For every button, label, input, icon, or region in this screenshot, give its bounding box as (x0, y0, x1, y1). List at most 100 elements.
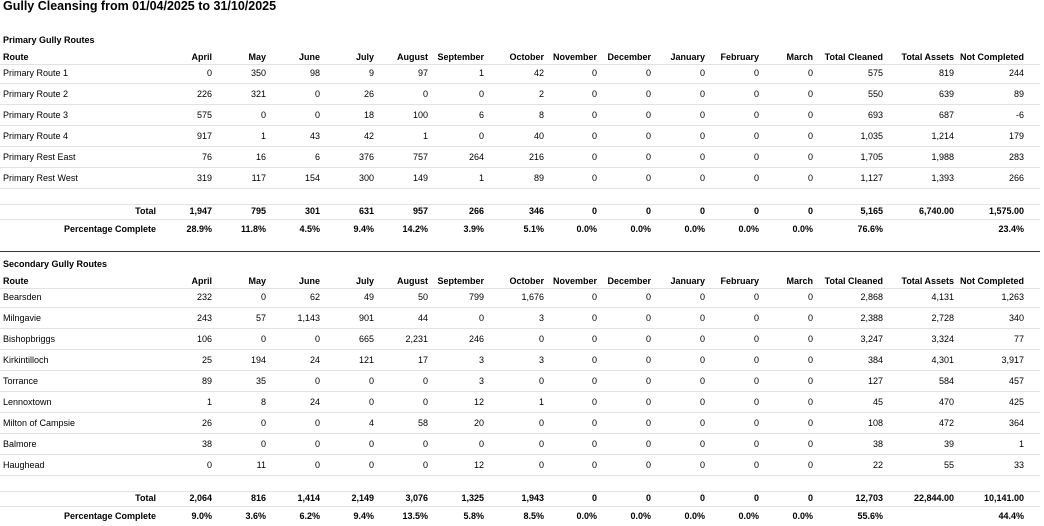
cell: 97 (417, 68, 428, 78)
total-cell: 1,947 (189, 206, 212, 216)
cell: 0 (753, 460, 759, 470)
cell: 0 (538, 334, 544, 344)
cell: 24 (309, 355, 320, 365)
cell: 0 (314, 89, 320, 99)
cell: 0 (699, 110, 705, 120)
total-cell: 0 (807, 493, 813, 503)
cell: 264 (468, 152, 484, 162)
cell: 0 (645, 439, 651, 449)
row-rule (0, 167, 1040, 168)
total-cell: 1,943 (521, 493, 544, 503)
percentage-cell: 5.8% (463, 511, 484, 521)
percentage-cell: 3.6% (245, 511, 266, 521)
cell: 0 (422, 376, 428, 386)
cell: 0 (807, 68, 813, 78)
route-name: Milngavie (3, 313, 42, 323)
cell: 0 (645, 173, 651, 183)
total-cell: 266 (468, 206, 484, 216)
cell: 0 (591, 397, 597, 407)
cell: 384 (867, 355, 883, 365)
total-cell: 346 (528, 206, 544, 216)
row-rule (0, 188, 1040, 189)
cell: 26 (201, 418, 212, 428)
cell: 0 (422, 89, 428, 99)
total-cell: 301 (304, 206, 320, 216)
cell: 6 (314, 152, 320, 162)
cell: 100 (412, 110, 428, 120)
total-cell: 0 (645, 206, 651, 216)
cell: 0 (314, 110, 320, 120)
cell: 1,214 (931, 131, 954, 141)
cell: 0 (260, 334, 266, 344)
cell: 0 (807, 89, 813, 99)
route-name: Haughead (3, 460, 45, 470)
cell: 0 (645, 397, 651, 407)
cell: 50 (417, 292, 428, 302)
column-header: May (248, 52, 266, 62)
cell: 89 (1013, 89, 1024, 99)
cell: 55 (943, 460, 954, 470)
row-rule (0, 491, 1040, 492)
cell: 18 (363, 110, 374, 120)
cell: 0 (807, 292, 813, 302)
cell: 0 (807, 376, 813, 386)
cell: 0 (591, 313, 597, 323)
cell: 0 (478, 89, 484, 99)
cell: 0 (753, 131, 759, 141)
row-rule (0, 370, 1040, 371)
cell: 321 (250, 89, 266, 99)
cell: 0 (645, 110, 651, 120)
cell: 26 (363, 89, 374, 99)
column-header: February (720, 52, 759, 62)
cell: 0 (368, 397, 374, 407)
cell: 687 (938, 110, 954, 120)
cell: 0 (699, 376, 705, 386)
cell: 76 (201, 152, 212, 162)
total-cell: 816 (250, 493, 266, 503)
cell: 33 (1013, 460, 1024, 470)
cell: 0 (591, 292, 597, 302)
cell: 4,301 (931, 355, 954, 365)
cell: 0 (422, 439, 428, 449)
cell: 266 (1008, 173, 1024, 183)
percentage-label: Percentage Complete (63, 511, 156, 521)
cell: 0 (807, 355, 813, 365)
cell: 1,035 (860, 131, 883, 141)
cell: 0 (591, 376, 597, 386)
cell: 0 (645, 355, 651, 365)
column-header: July (355, 52, 374, 62)
cell: 24 (309, 397, 320, 407)
column-header: March (786, 276, 813, 286)
cell: 1 (478, 173, 484, 183)
cell: 0 (260, 110, 266, 120)
column-header: Not Completed (960, 276, 1024, 286)
cell: 0 (645, 460, 651, 470)
percentage-cell: 11.8% (240, 224, 266, 234)
cell: 20 (473, 418, 484, 428)
cell: 3,917 (1001, 355, 1024, 365)
percentage-cell: 28.9% (186, 224, 212, 234)
cell: 43 (309, 131, 320, 141)
cell: 639 (938, 89, 954, 99)
total-cell: 631 (358, 206, 374, 216)
percentage-cell: 0.0% (576, 224, 597, 234)
cell: 0 (699, 173, 705, 183)
percentage-cell: 0.0% (630, 511, 651, 521)
cell: 0 (699, 68, 705, 78)
cell: 149 (412, 173, 428, 183)
cell: 0 (807, 313, 813, 323)
cell: 1,143 (297, 313, 320, 323)
row-rule (0, 391, 1040, 392)
row-rule (0, 506, 1040, 507)
cell: 0 (538, 460, 544, 470)
cell: 0 (753, 152, 759, 162)
cell: 0 (753, 376, 759, 386)
route-name: Primary Route 4 (3, 131, 69, 141)
cell: 42 (363, 131, 374, 141)
total-cell: 0 (645, 493, 651, 503)
cell: 575 (867, 68, 883, 78)
total-cell: 2,064 (189, 493, 212, 503)
percentage-cell: 9.4% (353, 511, 374, 521)
cell: 0 (753, 68, 759, 78)
